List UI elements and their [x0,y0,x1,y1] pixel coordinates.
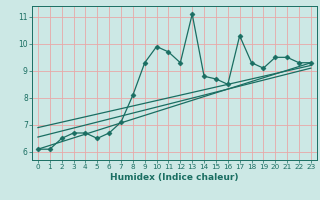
X-axis label: Humidex (Indice chaleur): Humidex (Indice chaleur) [110,173,239,182]
